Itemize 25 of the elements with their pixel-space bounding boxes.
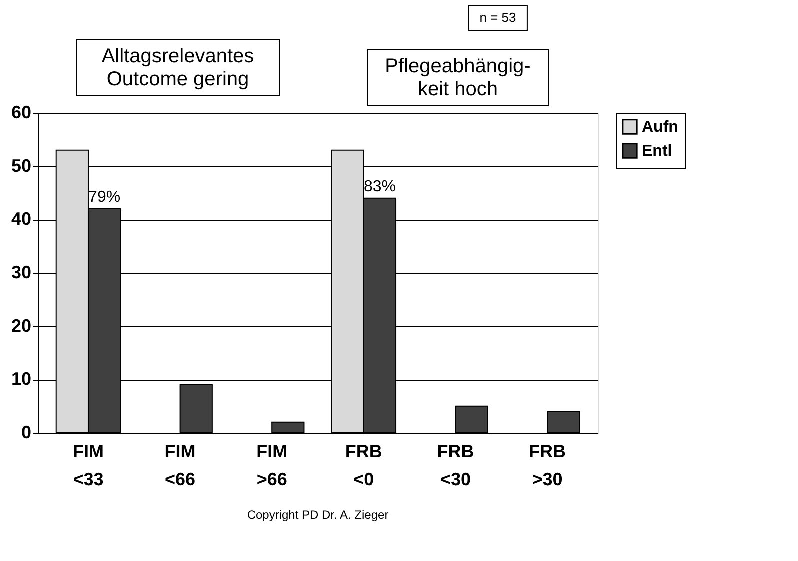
legend-label: Aufn	[642, 119, 678, 136]
x-tick-label: FRB <30	[437, 442, 474, 490]
y-tick-label: 50	[11, 156, 32, 176]
y-tick-label: 60	[11, 102, 32, 122]
y-tick-label: 40	[11, 209, 32, 230]
y-tick-label: 30	[11, 262, 32, 282]
x-tick-label: FIM <33	[72, 442, 104, 490]
x-tick-label: FRB >30	[529, 442, 566, 490]
text: Copyright PD Dr. A. Zieger	[247, 508, 389, 522]
text: Pflegeabhängig- keit hoch	[385, 56, 531, 100]
y-tick-label: 20	[11, 316, 32, 336]
x-tick-label: FRB <0	[345, 442, 382, 490]
bar	[547, 411, 580, 434]
annotation: 83%	[364, 178, 396, 196]
bar	[455, 406, 488, 434]
annotation: 79%	[88, 189, 121, 206]
legend-label: Entl	[642, 143, 672, 160]
y-tick-label: 0	[21, 422, 32, 442]
bar	[180, 384, 213, 434]
x-tick-label: FIM <66	[164, 442, 196, 490]
text: n = 53	[480, 10, 516, 25]
bar	[272, 422, 305, 434]
x-tick-label: FIM >66	[256, 442, 288, 490]
text: Alltagsrelevantes Outcome gering	[102, 46, 254, 90]
y-tick-label: 10	[11, 369, 32, 390]
